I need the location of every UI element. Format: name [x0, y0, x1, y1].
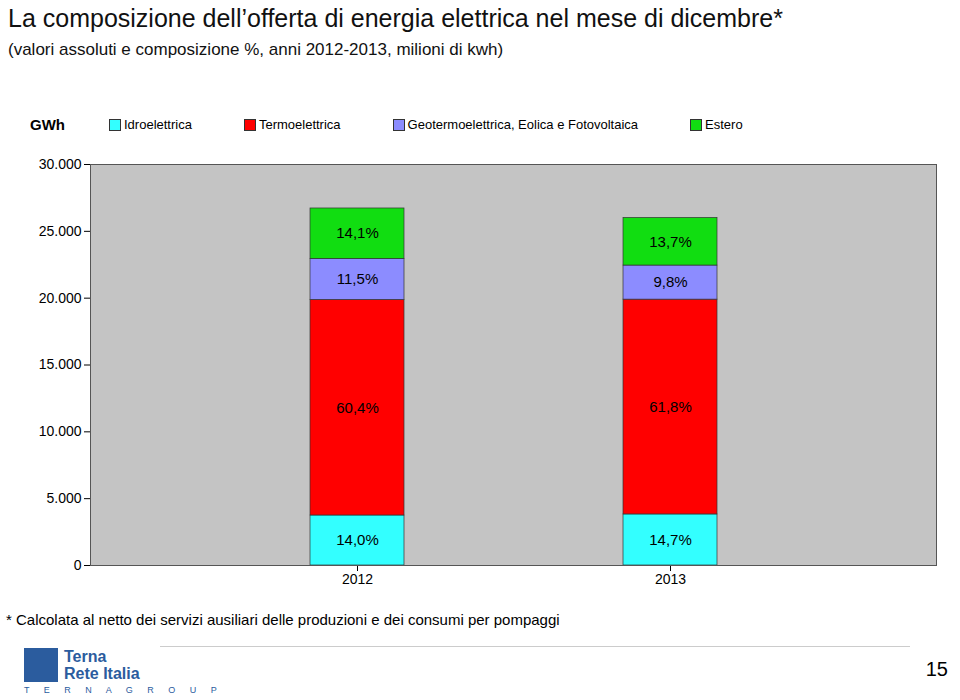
svg-text:2012: 2012	[342, 571, 373, 587]
html-text:Termoelettrica: Termoelettrica	[258, 117, 341, 132]
html-text:(valori assoluti e composizion: (valori assoluti e composizione %, anni …	[8, 40, 504, 59]
svg-text:2013: 2013	[655, 571, 686, 587]
html-text:T E R N A G R O U P: T E R N A G R O U P	[24, 685, 223, 695]
svg-text:25.000: 25.000	[39, 223, 82, 239]
html-text:La composizione dell’offerta d: La composizione dell’offerta di energia …	[8, 4, 783, 32]
svg-text:60,4%: 60,4%	[336, 399, 379, 416]
svg-text:10.000: 10.000	[39, 423, 82, 439]
svg-text:14,1%: 14,1%	[336, 224, 379, 241]
svg-text:15.000: 15.000	[39, 356, 82, 372]
svg-text:61,8%: 61,8%	[649, 398, 692, 415]
svg-text:0: 0	[74, 557, 82, 573]
html-text:Geotermoelettrica, Eolica e Fo: Geotermoelettrica, Eolica e Fotovoltaica	[407, 117, 639, 132]
html-text:Terna: Terna	[64, 648, 107, 665]
html-text:15: 15	[925, 658, 948, 680]
svg-text:14,7%: 14,7%	[649, 531, 692, 548]
svg-text:13,7%: 13,7%	[649, 233, 692, 250]
svg-text:5.000: 5.000	[46, 490, 81, 506]
html-text:Idroelettrica: Idroelettrica	[124, 117, 192, 132]
svg-text:30.000: 30.000	[39, 156, 82, 172]
html-text:* Calcolata al netto dei servi: * Calcolata al netto dei servizi ausilia…	[6, 611, 560, 628]
svg-text:20.000: 20.000	[39, 290, 82, 306]
html-text:Rete Italia: Rete Italia	[64, 665, 140, 682]
html-text:Estero: Estero	[705, 117, 743, 132]
svg-text:11,5%: 11,5%	[337, 270, 378, 287]
svg-text:14,0%: 14,0%	[336, 531, 379, 548]
svg-text:9,8%: 9,8%	[653, 273, 687, 290]
html-text:GWh: GWh	[30, 116, 65, 133]
